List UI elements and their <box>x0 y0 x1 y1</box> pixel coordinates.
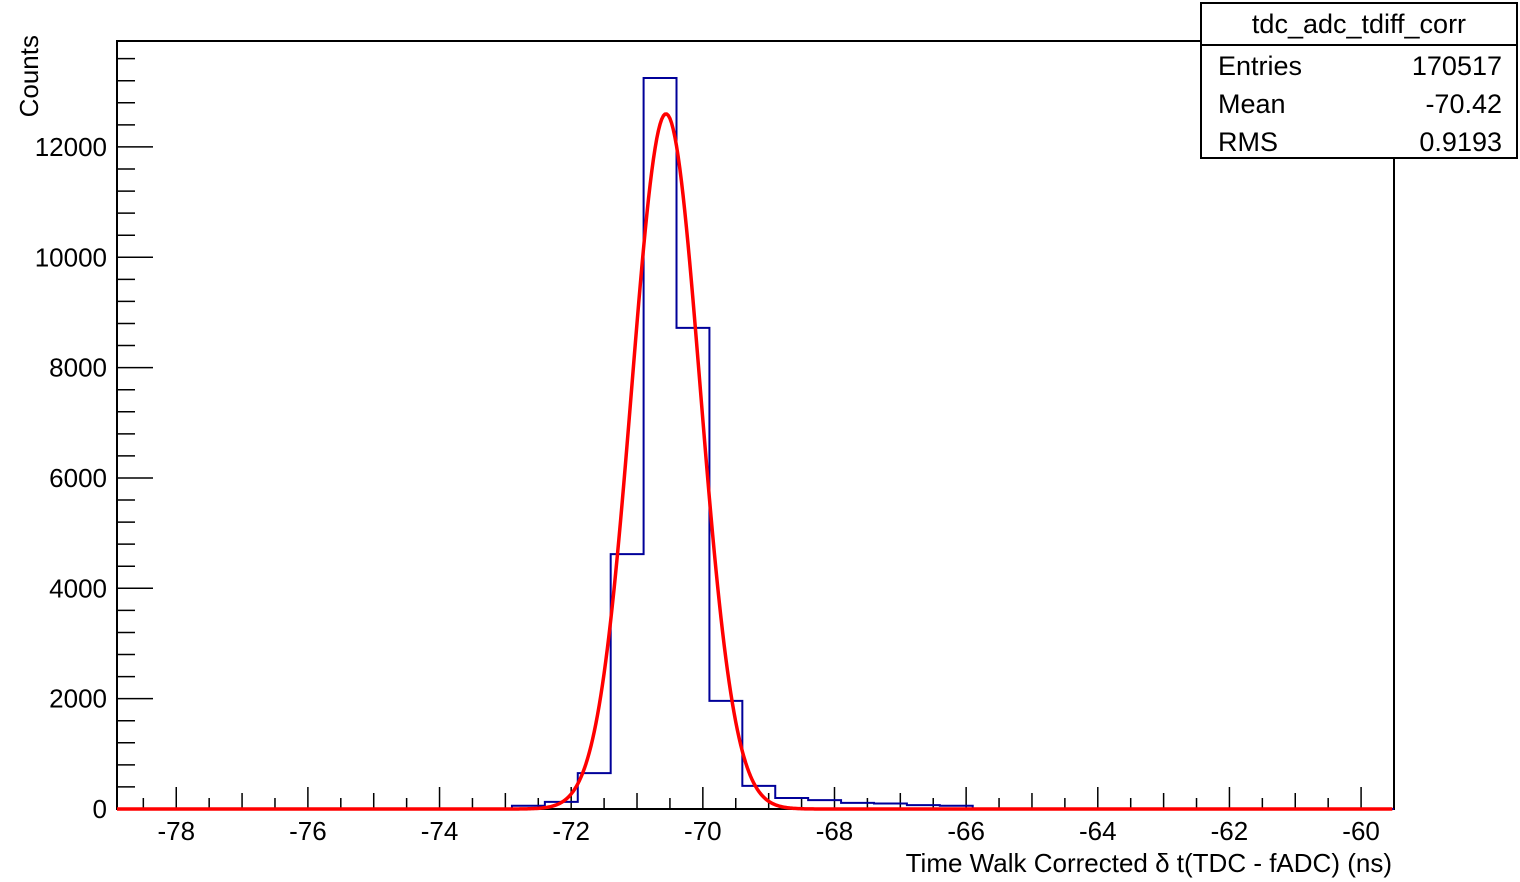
y-tick-label: 10000 <box>35 242 107 272</box>
stats-row-mean: Mean -70.42 <box>1202 84 1516 122</box>
y-tick-label: 0 <box>93 794 107 824</box>
fit-layer <box>116 112 1393 811</box>
y-tick-label: 8000 <box>49 353 107 383</box>
x-tick-label: -62 <box>1211 816 1249 846</box>
x-tick-label: -74 <box>421 816 459 846</box>
stats-box-title: tdc_adc_tdiff_corr <box>1202 4 1516 46</box>
stats-box: tdc_adc_tdiff_corr Entries 170517 Mean -… <box>1200 2 1518 159</box>
x-tick-label: -78 <box>157 816 195 846</box>
stats-label: Mean <box>1218 89 1286 119</box>
stats-row-rms: RMS 0.9193 <box>1202 122 1516 160</box>
x-tick-label: -68 <box>816 816 854 846</box>
stats-label: Entries <box>1218 51 1303 81</box>
histogram-layer <box>117 76 1394 810</box>
x-axis-label: Time Walk Corrected δ t(TDC - fADC) (ns) <box>906 848 1392 878</box>
x-tick-label: -60 <box>1342 816 1380 846</box>
y-tick-label: 12000 <box>35 132 107 162</box>
histogram-outline <box>117 76 1394 810</box>
stats-value: 0.9193 <box>1419 127 1502 157</box>
stats-label: RMS <box>1218 127 1278 157</box>
y-tick-label: 4000 <box>49 573 107 603</box>
stats-value: 170517 <box>1411 51 1502 81</box>
x-tick-label: -66 <box>947 816 985 846</box>
stats-value: -70.42 <box>1425 89 1502 119</box>
x-tick-label: -64 <box>1079 816 1117 846</box>
y-tick-label: 2000 <box>49 684 107 714</box>
x-axis-ticks: -78 -76 -74 -72 -70 -68 -66 -64 -62 -60 <box>142 787 1395 846</box>
gaussian-fit-curve <box>116 112 1393 811</box>
y-axis-label: Counts <box>14 35 44 117</box>
x-tick-label: -70 <box>684 816 722 846</box>
y-axis-ticks: 0 2000 4000 6000 8000 10000 12000 <box>35 57 153 824</box>
stats-row-entries: Entries 170517 <box>1202 46 1516 84</box>
x-tick-label: -72 <box>552 816 590 846</box>
x-tick-label: -76 <box>289 816 327 846</box>
y-tick-label: 6000 <box>49 463 107 493</box>
plot-frame <box>116 40 1395 810</box>
